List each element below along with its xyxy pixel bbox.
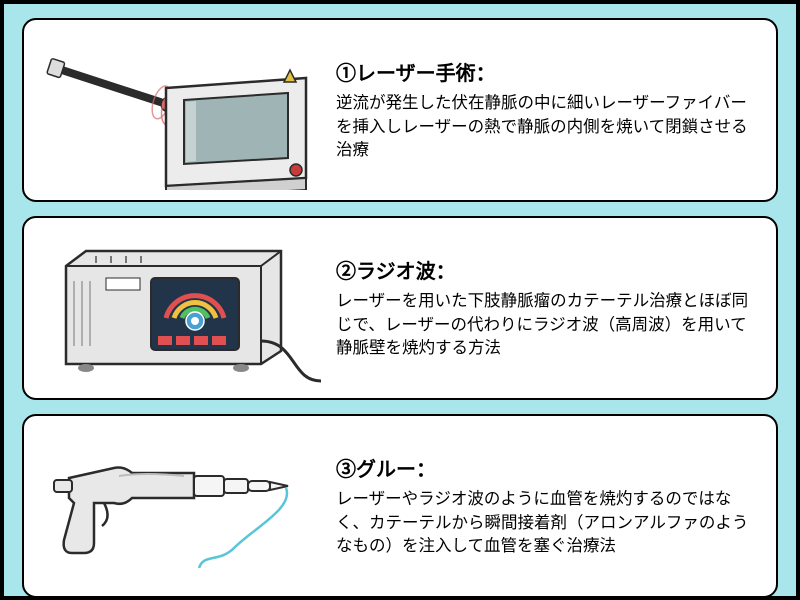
desc-radio: レーザーを用いた下肢静脈瘤のカテーテル治療とほぼ同じで、レーザーの代わりにラジオ… <box>336 290 758 362</box>
infographic-frame: ①レーザー手術： 逆流が発生した伏在静脈の中に細いレーザーファイバーを挿入しレー… <box>0 0 800 600</box>
panel-radio: ②ラジオ波： レーザーを用いた下肢静脈瘤のカテーテル治療とほぼ同じで、レーザーの… <box>22 216 778 400</box>
title-radio: ②ラジオ波： <box>336 255 758 284</box>
text-glue: ③グルー： レーザーやラジオ波のように血管を焼灼するのではなく、カテーテルから瞬… <box>336 453 758 560</box>
title-glue: ③グルー： <box>336 453 758 482</box>
illustration-radio <box>36 228 326 388</box>
desc-laser: 逆流が発生した伏在静脈の中に細いレーザーファイバーを挿入しレーザーの熱で静脈の内… <box>336 92 758 164</box>
text-laser: ①レーザー手術： 逆流が発生した伏在静脈の中に細いレーザーファイバーを挿入しレー… <box>336 57 758 164</box>
panel-laser: ①レーザー手術： 逆流が発生した伏在静脈の中に細いレーザーファイバーを挿入しレー… <box>22 18 778 202</box>
glue-svg <box>36 426 326 586</box>
panel-glue: ③グルー： レーザーやラジオ波のように血管を焼灼するのではなく、カテーテルから瞬… <box>22 414 778 598</box>
illustration-glue <box>36 426 326 586</box>
illustration-laser <box>36 30 326 190</box>
laser-svg <box>36 30 326 190</box>
rf-svg <box>36 228 326 388</box>
text-radio: ②ラジオ波： レーザーを用いた下肢静脈瘤のカテーテル治療とほぼ同じで、レーザーの… <box>336 255 758 362</box>
desc-glue: レーザーやラジオ波のように血管を焼灼するのではなく、カテーテルから瞬間接着剤（ア… <box>336 488 758 560</box>
title-laser: ①レーザー手術： <box>336 57 758 86</box>
